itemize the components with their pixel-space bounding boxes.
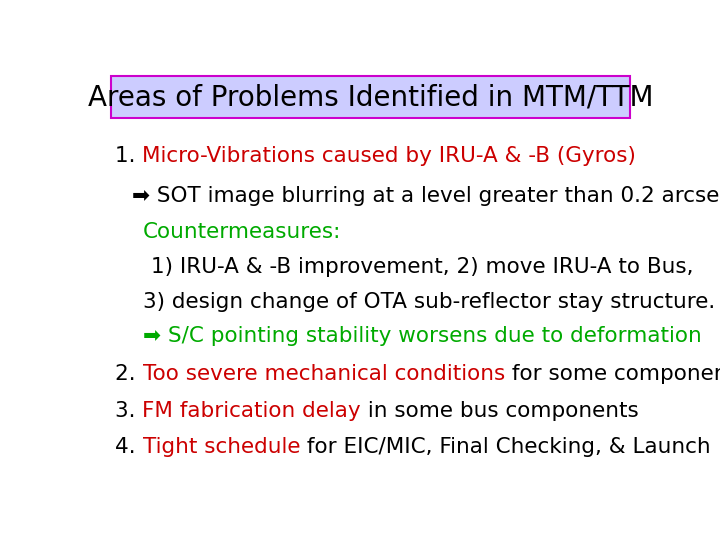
Text: Areas of Problems Identified in MTM/TTM: Areas of Problems Identified in MTM/TTM	[88, 83, 654, 111]
Text: ➡ SOT image blurring at a level greater than 0.2 arcsec: ➡ SOT image blurring at a level greater …	[132, 186, 720, 206]
Text: Tight schedule: Tight schedule	[143, 437, 300, 457]
Text: 4.: 4.	[115, 437, 143, 457]
Text: 3.: 3.	[115, 401, 143, 421]
Text: for some components: for some components	[505, 364, 720, 384]
Text: 1) IRU-A & -B improvement, 2) move IRU-A to Bus,: 1) IRU-A & -B improvement, 2) move IRU-A…	[151, 257, 694, 278]
Text: Micro-Vibrations caused by IRU-A & -B (Gyros): Micro-Vibrations caused by IRU-A & -B (G…	[143, 146, 636, 166]
Text: 2.: 2.	[115, 364, 143, 384]
Text: Countermeasures:: Countermeasures:	[143, 222, 341, 242]
Text: S/C pointing stability worsens due to deformation: S/C pointing stability worsens due to de…	[168, 326, 701, 346]
Text: ➡: ➡	[143, 326, 168, 346]
Text: for EIC/MIC, Final Checking, & Launch: for EIC/MIC, Final Checking, & Launch	[300, 437, 711, 457]
Text: 3) design change of OTA sub-reflector stay structure.: 3) design change of OTA sub-reflector st…	[143, 292, 715, 312]
Text: Too severe mechanical conditions: Too severe mechanical conditions	[143, 364, 505, 384]
Text: 1.: 1.	[115, 146, 143, 166]
Text: in some bus components: in some bus components	[361, 401, 639, 421]
FancyBboxPatch shape	[111, 77, 630, 118]
Text: FM fabrication delay: FM fabrication delay	[143, 401, 361, 421]
